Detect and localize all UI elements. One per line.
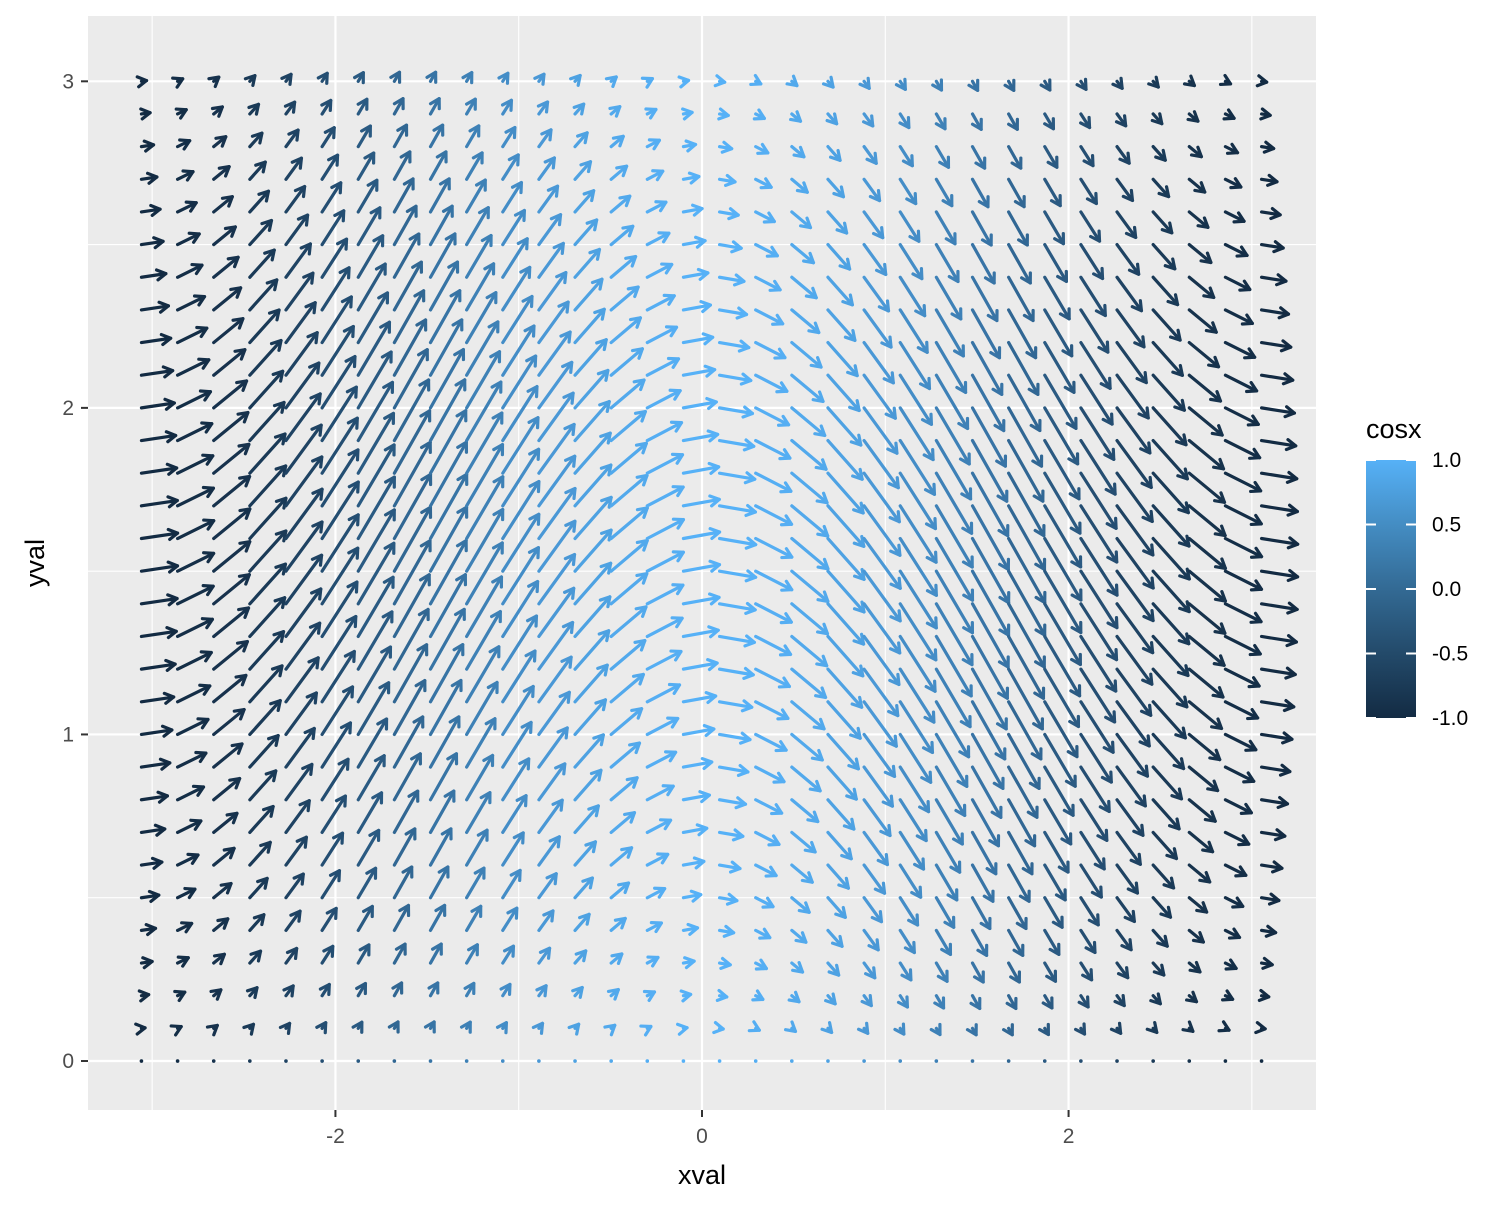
arrow xyxy=(356,1059,360,1063)
arrow xyxy=(140,1059,144,1063)
arrow xyxy=(320,1059,324,1063)
legend-tick-label: 1.0 xyxy=(1432,449,1461,472)
arrow xyxy=(1079,1059,1083,1063)
legend: cosx 1.0 0.5 0.0 -0.5 -1.0 xyxy=(1366,414,1468,730)
arrow xyxy=(212,1059,216,1063)
arrow xyxy=(935,1059,939,1063)
x-axis-title: xval xyxy=(678,1160,726,1190)
legend-title: cosx xyxy=(1366,414,1422,444)
arrow xyxy=(862,1059,866,1063)
legend-tick-label: -1.0 xyxy=(1432,707,1468,730)
arrow xyxy=(1187,1059,1191,1063)
arrow xyxy=(898,1059,902,1063)
arrow xyxy=(1043,1059,1047,1063)
arrow xyxy=(718,1059,722,1063)
x-tick-label: -2 xyxy=(326,1125,345,1148)
arrow xyxy=(971,1059,975,1063)
arrow xyxy=(465,1059,469,1063)
arrow xyxy=(537,1059,541,1063)
arrow xyxy=(609,1059,613,1063)
legend-tick-label: 0.0 xyxy=(1432,578,1461,601)
arrow xyxy=(176,1059,180,1063)
x-tick-label: 2 xyxy=(1063,1125,1075,1148)
arrow xyxy=(501,1059,505,1063)
arrow xyxy=(682,1059,686,1063)
arrow xyxy=(284,1059,288,1063)
arrow xyxy=(573,1059,577,1063)
arrow xyxy=(754,1059,758,1063)
y-tick-label: 2 xyxy=(62,397,74,420)
arrow xyxy=(1260,1059,1264,1063)
arrow xyxy=(1224,1059,1228,1063)
legend-tick-label: 0.5 xyxy=(1432,514,1461,537)
y-tick-label: 1 xyxy=(62,723,74,746)
y-tick-label: 0 xyxy=(62,1050,74,1073)
arrow xyxy=(1007,1059,1011,1063)
arrow xyxy=(1151,1059,1155,1063)
legend-tick-label: -0.5 xyxy=(1432,643,1468,666)
y-tick-label: 3 xyxy=(62,70,74,93)
y-axis-title: yval xyxy=(20,539,50,587)
arrow xyxy=(248,1059,252,1063)
arrow xyxy=(826,1059,830,1063)
x-tick-label: 0 xyxy=(696,1125,708,1148)
arrow xyxy=(646,1059,650,1063)
arrow xyxy=(790,1059,794,1063)
arrow xyxy=(429,1059,433,1063)
arrow xyxy=(1115,1059,1119,1063)
arrow xyxy=(393,1059,397,1063)
